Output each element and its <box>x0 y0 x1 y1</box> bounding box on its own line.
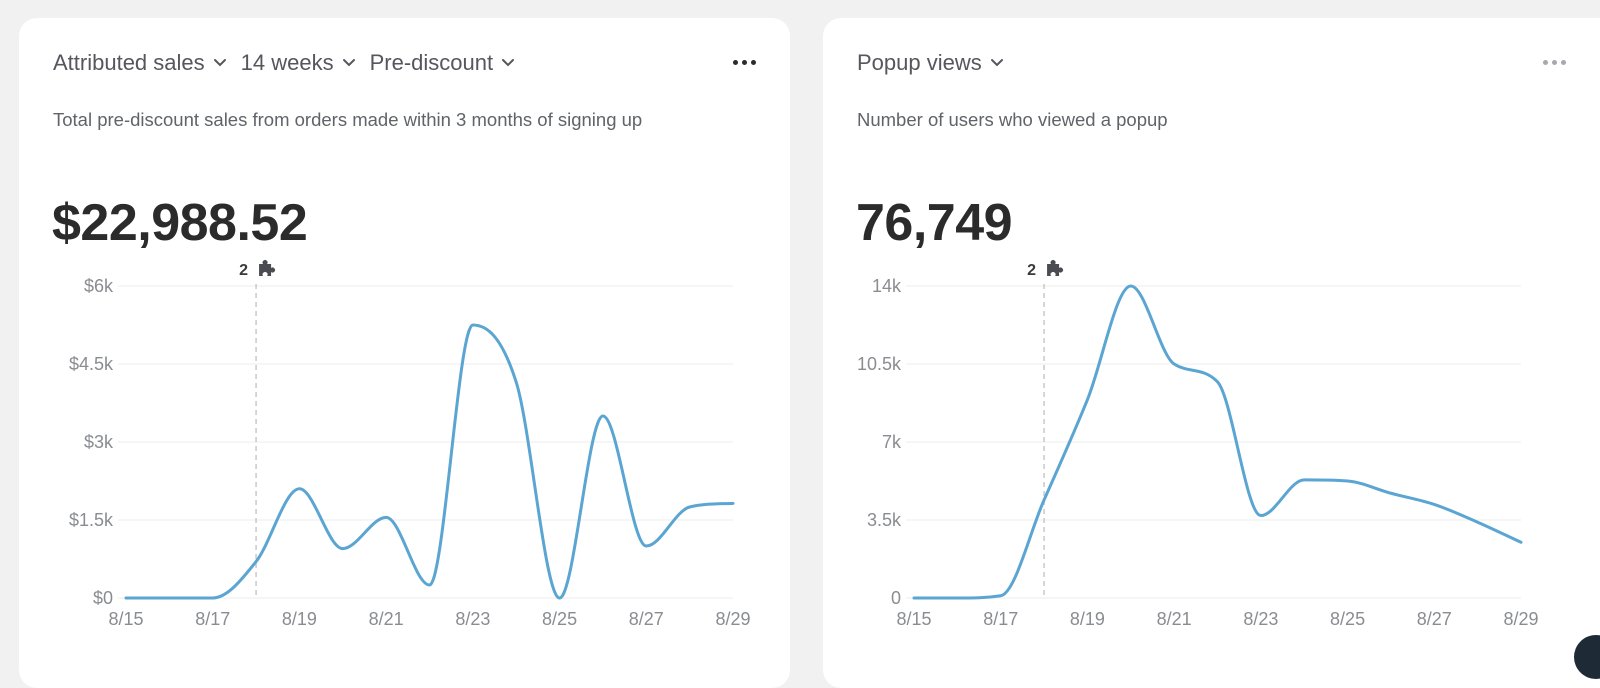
x-tick-label: 8/23 <box>1243 609 1278 629</box>
x-tick-label: 8/25 <box>1330 609 1365 629</box>
y-tick-label: 7k <box>882 432 902 452</box>
x-tick-label: 8/19 <box>1070 609 1105 629</box>
y-tick-label: $1.5k <box>69 510 114 530</box>
popup-views-chart: 0 3.5k 7k 10.5k 14k 8/15 8/17 8/19 8/21 8/23 8/25 8… <box>823 18 1600 658</box>
x-tick-label: 8/23 <box>455 609 490 629</box>
x-tick-label: 8/27 <box>1417 609 1452 629</box>
x-tick-label: 8/25 <box>542 609 577 629</box>
y-tick-label: 10.5k <box>857 354 902 374</box>
x-tick-label: 8/17 <box>195 609 230 629</box>
puzzle-icon <box>1047 260 1063 276</box>
x-tick-label: 8/29 <box>1503 609 1538 629</box>
annotation-count: 2 <box>1027 262 1036 279</box>
attributed-sales-chart: $0 $1.5k $3k $4.5k $6k 8/15 8/17 8/19 8/21 8/23 8/… <box>19 18 790 658</box>
x-tick-label: 8/27 <box>629 609 664 629</box>
y-tick-label: 3.5k <box>867 510 902 530</box>
x-tick-label: 8/15 <box>896 609 931 629</box>
x-tick-label: 8/21 <box>1157 609 1192 629</box>
x-tick-label: 8/15 <box>108 609 143 629</box>
puzzle-shape <box>259 260 275 276</box>
annotation-count: 2 <box>239 262 248 279</box>
attributed-sales-card: Attributed sales 14 weeks Pre-discount T… <box>19 18 790 688</box>
series-line <box>126 325 733 598</box>
puzzle-shape <box>1047 260 1063 276</box>
y-tick-label: $6k <box>84 276 114 296</box>
x-tick-label: 8/29 <box>715 609 750 629</box>
popup-views-card: Popup views Number of users who viewed a… <box>823 18 1600 688</box>
y-tick-label: 14k <box>872 276 902 296</box>
puzzle-icon <box>259 260 275 276</box>
y-tick-label: 0 <box>891 588 901 608</box>
x-tick-label: 8/17 <box>983 609 1018 629</box>
y-tick-label: $3k <box>84 432 114 452</box>
y-tick-label: $4.5k <box>69 354 114 374</box>
x-tick-label: 8/21 <box>369 609 404 629</box>
y-tick-label: $0 <box>93 588 113 608</box>
x-tick-label: 8/19 <box>282 609 317 629</box>
